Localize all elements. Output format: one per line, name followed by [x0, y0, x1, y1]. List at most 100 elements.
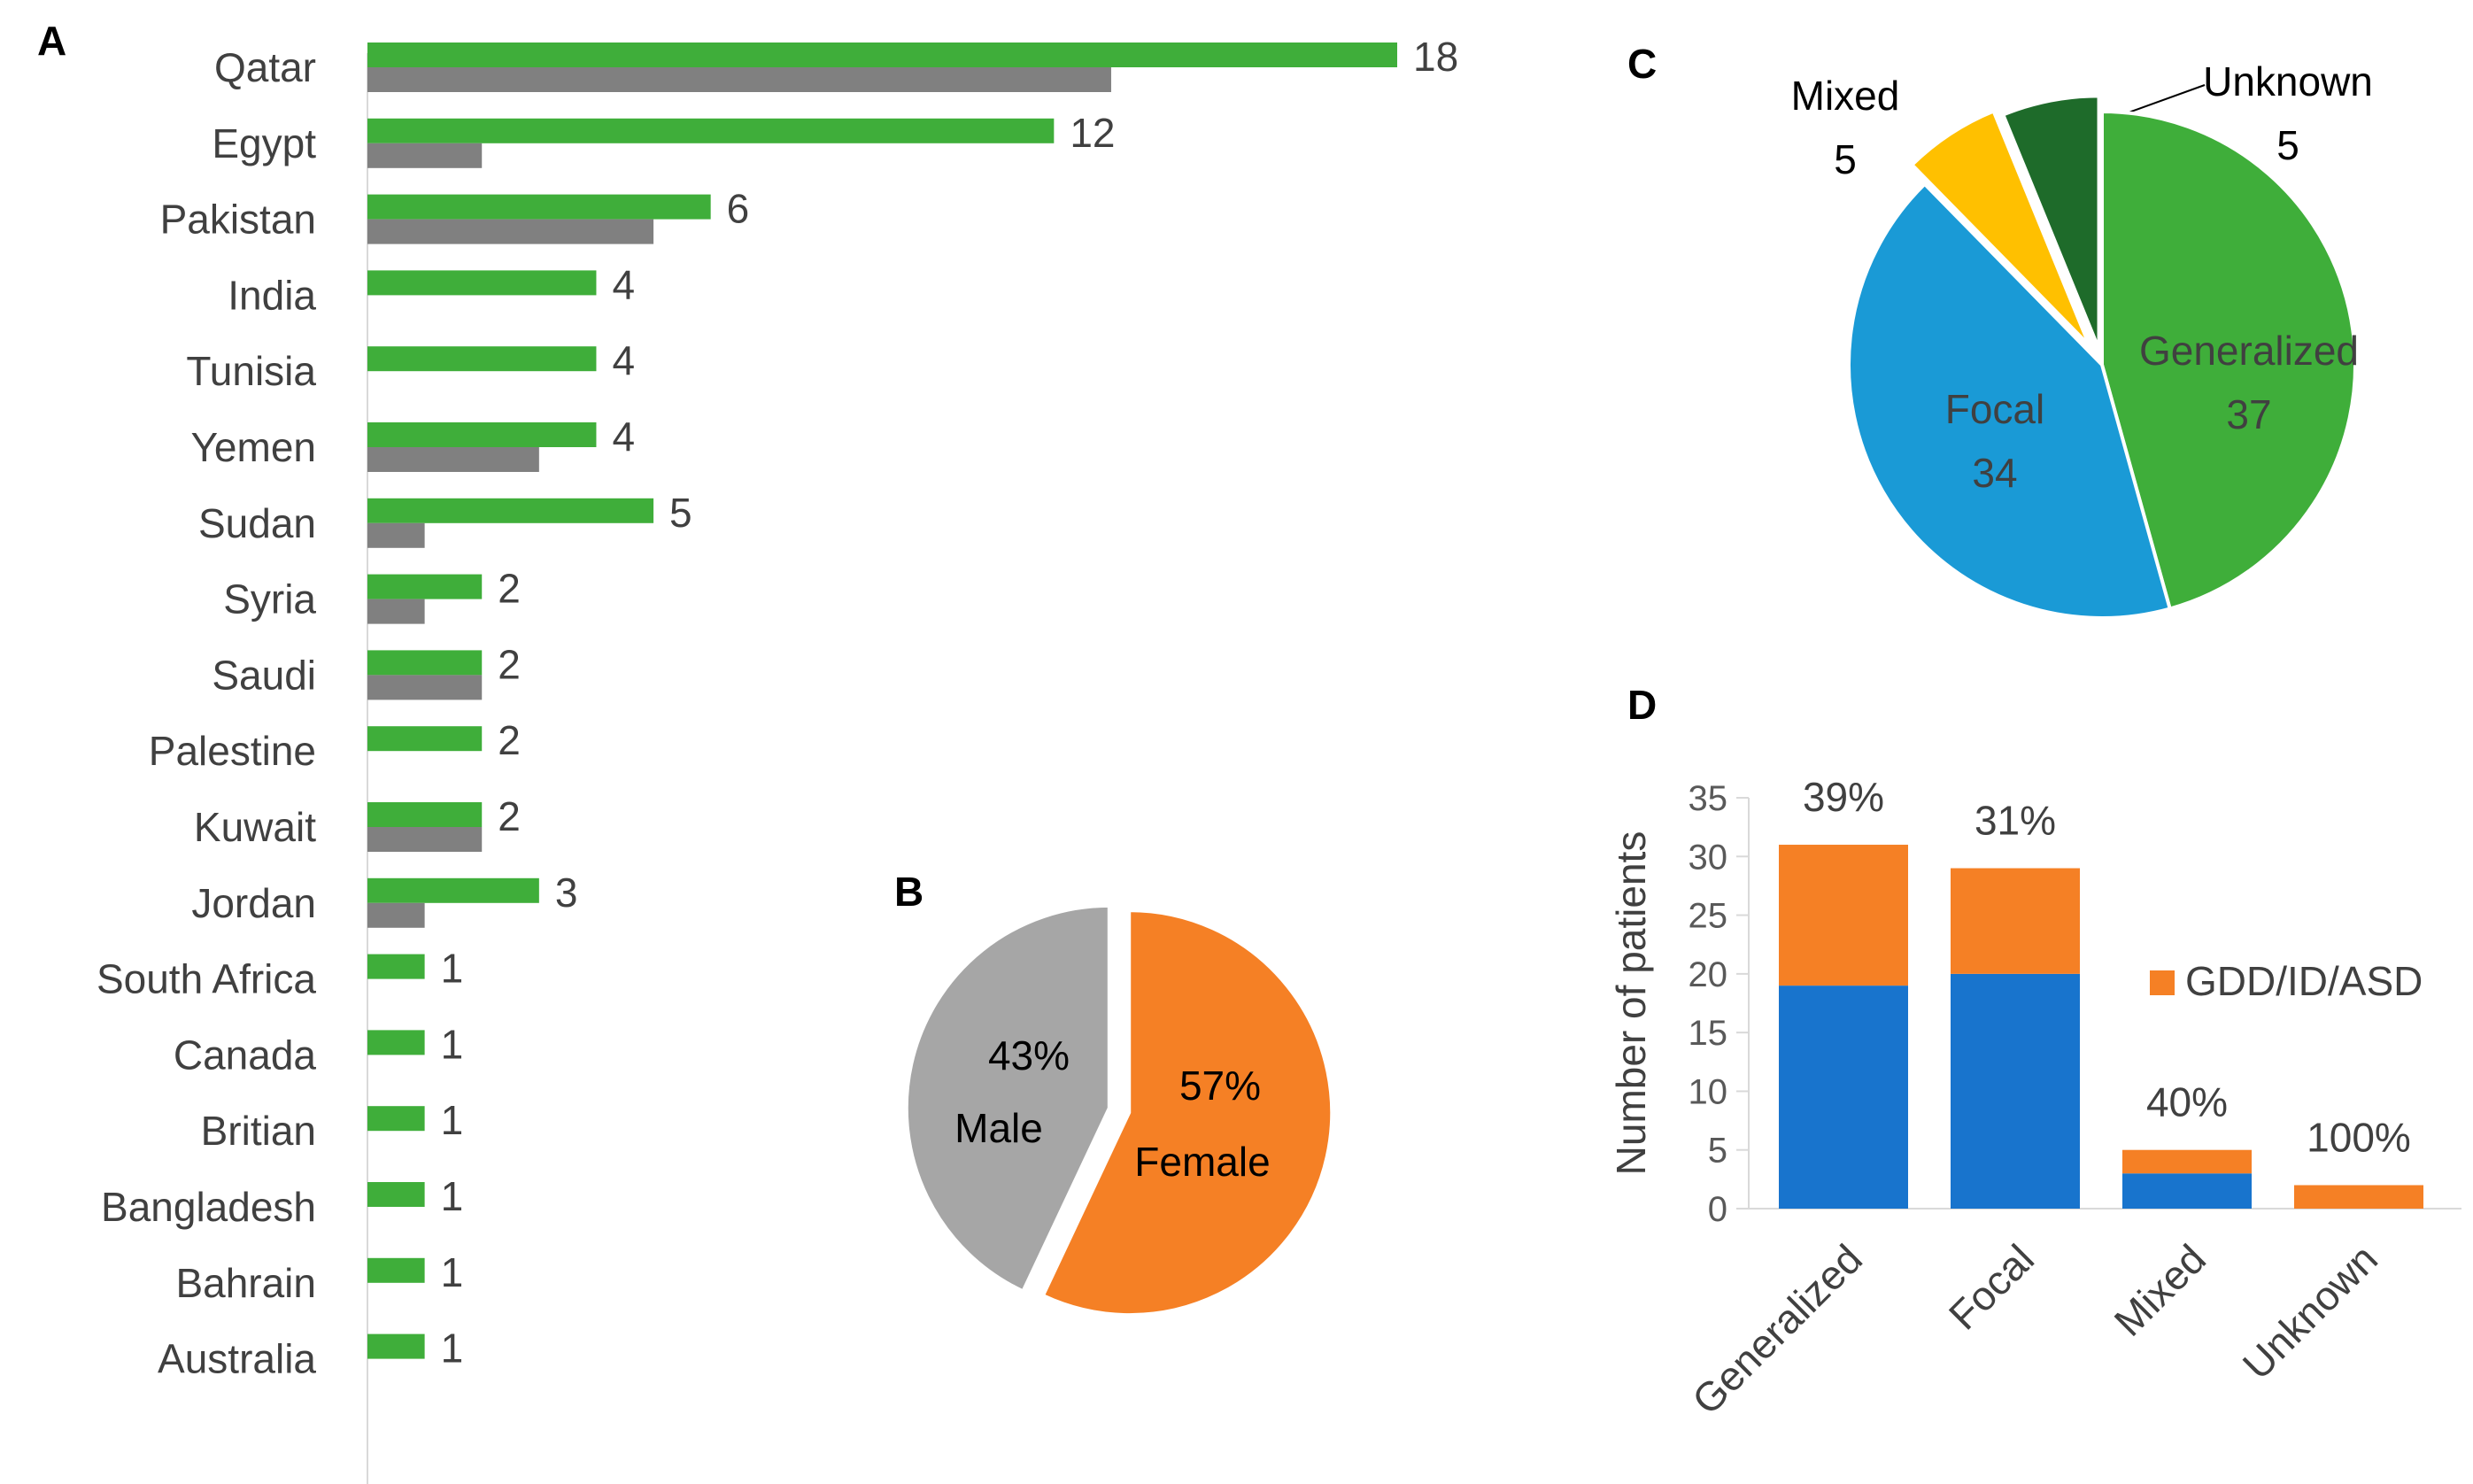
focal-label: Focal: [1945, 386, 2044, 432]
bar-grey-qatar: [367, 67, 1111, 92]
category-label-egypt: Egypt: [212, 120, 316, 166]
bar-green-kuwait: [367, 802, 483, 827]
bar-grey-kuwait: [367, 827, 483, 852]
legend-label: GDD/ID/ASD: [2185, 958, 2423, 1004]
pie-slice-focal: [1847, 181, 2173, 620]
category-label-saudi: Saudi: [212, 652, 316, 698]
bar-green-south-africa: [367, 954, 425, 979]
focal-value: 34: [1972, 450, 2017, 496]
generalized-value: 37: [2226, 391, 2271, 437]
male-percent-label: 43%: [988, 1032, 1070, 1078]
y-tick-label-35: 35: [1689, 779, 1728, 818]
category-label-pakistan: Pakistan: [160, 197, 316, 243]
data-label-britian: 1: [441, 1097, 464, 1143]
unknown-value: 5: [2276, 122, 2299, 168]
category-label-south-africa: South Africa: [97, 956, 316, 1002]
panel-letter-b: B: [894, 869, 924, 915]
bar-green-bahrain: [367, 1257, 425, 1283]
bar-green-britian: [367, 1106, 425, 1132]
data-label-palestine: 2: [498, 717, 521, 763]
data-label-yemen: 4: [612, 414, 635, 460]
data-label-south-africa: 1: [441, 946, 464, 992]
y-tick-label-15: 15: [1689, 1014, 1728, 1053]
pie-slice-unknown: [2000, 94, 2101, 351]
bar-green-qatar: [367, 43, 1397, 67]
bar-gdd-id-asd-generalized: [1779, 845, 1908, 986]
panel-letter-c: C: [1627, 41, 1657, 87]
category-label-britian: Britian: [201, 1108, 316, 1154]
data-label-australia: 1: [441, 1326, 464, 1372]
category-label-australia: Australia: [158, 1336, 316, 1382]
data-label-bahrain: 1: [441, 1249, 464, 1295]
category-label-kuwait: Kuwait: [194, 804, 316, 850]
y-tick-label-30: 30: [1689, 838, 1728, 877]
bar-green-india: [367, 270, 597, 296]
bar-green-canada: [367, 1030, 425, 1055]
y-tick-label-10: 10: [1689, 1072, 1728, 1111]
bar-gdd-id-asd-mixed: [2122, 1149, 2252, 1174]
percent-label-unknown: 100%: [2307, 1114, 2411, 1160]
bar-green-palestine: [367, 726, 483, 752]
category-label-bangladesh: Bangladesh: [101, 1184, 316, 1230]
category-label-palestine: Palestine: [149, 728, 316, 774]
pie-slice-generalized: [2100, 109, 2357, 611]
bar-green-pakistan: [367, 194, 711, 220]
y-tick-label-20: 20: [1689, 955, 1728, 994]
pie-slice-female: [1041, 909, 1333, 1317]
bar-grey-pakistan: [367, 219, 654, 244]
category-label-sudan: Sudan: [198, 500, 316, 546]
percent-label-focal: 31%: [1975, 798, 2056, 844]
bar-grey-jordan: [367, 902, 425, 928]
y-axis-title: Number of patients: [1608, 831, 1654, 1176]
category-label-tunisia: Tunisia: [186, 348, 316, 394]
bar-grey-yemen: [367, 447, 539, 472]
bar-green-tunisia: [367, 346, 597, 372]
category-label-yemen: Yemen: [190, 424, 316, 470]
data-label-india: 4: [612, 261, 635, 307]
data-label-pakistan: 6: [727, 186, 750, 232]
data-label-canada: 1: [441, 1021, 464, 1067]
bar-grey-syria: [367, 599, 425, 624]
category-label-india: India: [228, 272, 316, 318]
y-tick-label-25: 25: [1689, 897, 1728, 936]
bar-green-australia: [367, 1333, 425, 1359]
percent-label-generalized: 39%: [1803, 774, 1884, 820]
panel-c-pie-chart: Generalized 37 Focal 34 Mixed 5 Unknown 5: [1791, 58, 2373, 620]
data-label-qatar: 18: [1413, 34, 1458, 80]
category-label-canada: Canada: [174, 1032, 317, 1078]
bar-base-focal: [1951, 973, 2080, 1209]
bar-base-mixed: [2122, 1173, 2252, 1209]
data-label-bangladesh: 1: [441, 1173, 464, 1219]
bar-gdd-id-asd-unknown: [2294, 1185, 2423, 1209]
data-label-sudan: 5: [669, 490, 692, 536]
bar-green-jordan: [367, 877, 539, 903]
panel-a-bar-chart: Qatar 18 Egypt 1 2 Pakistan 6 India 4 Tunisia 4 Yem…: [97, 34, 1458, 1484]
pie-slice-male: [905, 904, 1110, 1293]
mixed-value: 5: [1834, 136, 1857, 182]
category-label-syria: Syria: [223, 576, 316, 622]
panel-b-pie-chart: 57% Female 43% Male: [905, 904, 1333, 1317]
data-label-tunisia: 4: [612, 337, 635, 383]
unknown-label: Unknown: [2203, 58, 2373, 104]
panel-letter-d: D: [1627, 682, 1657, 728]
bar-grey-egypt: [367, 143, 483, 168]
bar-green-bangladesh: [367, 1182, 425, 1207]
panel-letter-a: A: [37, 18, 66, 64]
legend-swatch: [2150, 970, 2175, 995]
y-tick-label-5: 5: [1708, 1132, 1727, 1171]
bar-green-yemen: [367, 422, 597, 447]
pie-slice-mixed: [1909, 108, 2091, 347]
bar-green-syria: [367, 574, 483, 599]
bar-green-sudan: [367, 498, 654, 523]
category-label-bahrain: Bahrain: [175, 1260, 316, 1306]
male-label: Male: [954, 1105, 1043, 1151]
female-label: Female: [1134, 1139, 1270, 1185]
data-label-syria: 2: [498, 566, 521, 612]
bar-grey-sudan: [367, 522, 425, 548]
mixed-label: Mixed: [1791, 73, 1900, 119]
data-label-saudi: 2: [498, 641, 521, 687]
category-label-qatar: Qatar: [214, 44, 316, 90]
bar-base-generalized: [1779, 985, 1908, 1209]
bar-green-saudi: [367, 650, 483, 676]
